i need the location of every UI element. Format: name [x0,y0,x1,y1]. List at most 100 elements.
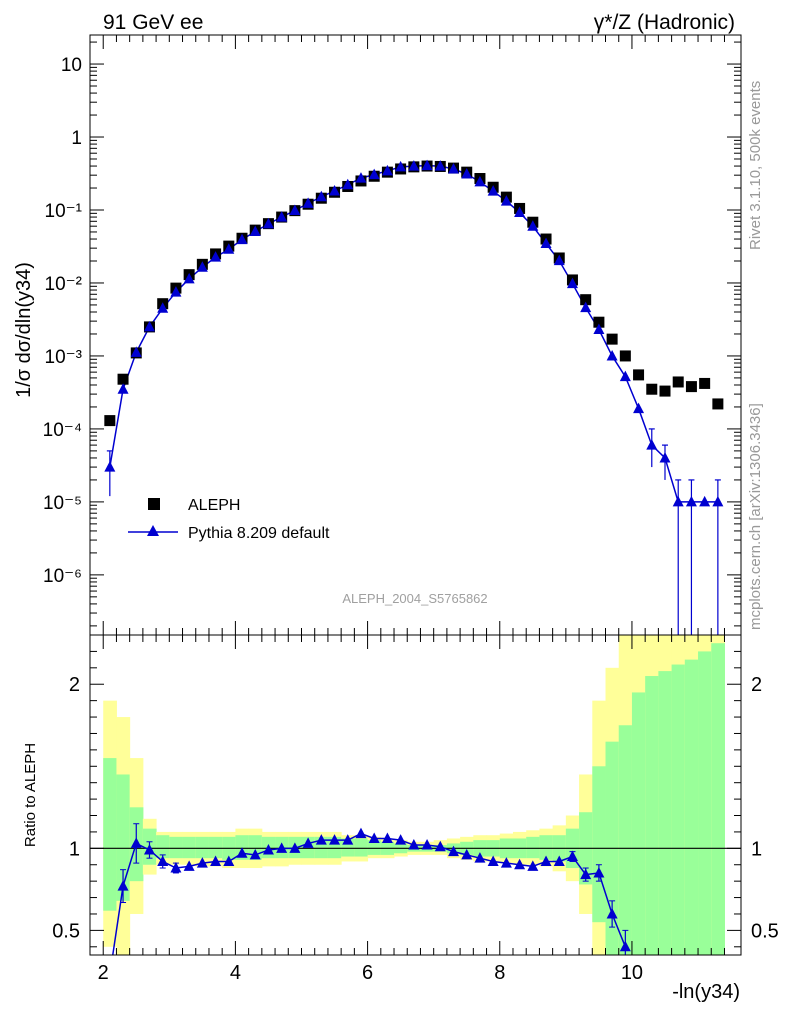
aleph-point [104,415,116,427]
pythia-point [434,160,446,171]
band-inner-bin [182,836,197,859]
ratio-point [553,855,565,866]
ratio-point [210,855,222,866]
ratio-xtick-label: 10 [621,962,643,984]
aleph-point [619,350,631,362]
ratio-point [262,843,274,855]
ratio-point [315,834,327,845]
pythia-point [580,301,592,313]
aleph-point [699,377,711,389]
ratio-xtick-label: 2 [98,962,109,984]
pythia-point [646,439,658,450]
ratio-point [408,839,420,850]
band-inner-bin [684,659,699,955]
ratio-point [368,832,380,843]
ratio-point [421,839,433,850]
pythia-point [355,172,367,183]
main-series [104,159,724,635]
main-ylabel: 1/σ dσ/dln(y34) [13,262,35,398]
ratio-point [130,837,142,848]
ratio-frame [89,634,742,956]
ratio-axis-ticks: 2 4 6 8 10 0.5 0.5 1 1 2 2 [52,635,779,984]
ratio-point [289,842,301,853]
ratio-point [434,840,446,852]
aleph-point [117,373,129,385]
ratio-point [461,848,473,860]
ratio-point [566,850,578,862]
rivet-label: Rivet 3.1.10, 500k events [747,81,764,250]
band-inner-bin [354,838,369,857]
band-inner-bin [526,836,540,859]
pythia-line [109,164,718,503]
ratio-xtick-label: 8 [494,962,505,984]
pythia-point [593,323,605,335]
ratio-point [514,858,526,870]
band-inner-bin [592,766,607,923]
pythia-point [448,163,460,174]
ratio-point [329,834,341,845]
ratio-point [143,843,155,855]
pythia-point [302,197,314,208]
pythia-point [329,184,341,196]
pythia-point [712,495,724,507]
analysis-id: ALEPH_2004_S5765862 [342,591,487,606]
main-ytick-label: 10⁻¹ [45,201,83,222]
header-left: 91 GeV ee [103,11,203,34]
band-inner-bin [103,758,117,911]
ratio-xtick-label: 6 [362,962,373,984]
pythia-point [315,190,327,202]
aleph-point [712,398,724,410]
pythia-point [672,495,684,507]
pythia-point [183,272,195,284]
band-inner-bin [711,643,725,955]
pythia-point [381,164,393,176]
legend-aleph-label: ALEPH [188,497,240,514]
ratio-ytick-label-right: 1 [751,838,762,860]
ratio-ytick-label: 0.5 [52,920,80,942]
pythia-point [540,237,552,249]
pythia-point [143,320,155,332]
ratio-ylabel: Ratio to ALEPH [22,743,39,847]
pythia-point [262,217,274,229]
aleph-point [646,383,658,395]
ratio-point [249,848,261,860]
pythia-point [249,225,261,237]
ratio-point [619,940,631,952]
pythia-point [289,204,301,215]
main-ytick-label: 10⁻⁵ [43,493,82,514]
pythia-point [566,277,578,289]
ratio-point [500,857,512,868]
ratio-point [580,868,592,880]
pythia-point [210,251,222,262]
aleph-point [685,381,697,393]
ratio-point [196,857,208,868]
main-ytick-label: 10⁻³ [45,347,83,368]
aleph-point [633,369,645,381]
ratio-point [342,834,354,845]
pythia-point [342,178,354,190]
band-inner-bin [169,836,184,859]
legend: ALEPH Pythia 8.209 default [128,497,330,542]
aleph-point [659,385,671,397]
pythia-point [553,254,565,266]
pythia-point [421,159,433,171]
pythia-point [395,160,407,172]
ratio-panel: 2 4 6 8 10 0.5 0.5 1 1 2 2 Ratio to ALEPH -ln(y34) [22,634,779,1003]
pythia-point [157,302,169,313]
pythia-point [196,261,208,272]
pythia-point [368,168,380,180]
ratio-point [474,852,486,863]
pythia-point [117,383,129,394]
ratio-ytick-label-right: 2 [751,674,762,696]
ratio-point [487,855,499,866]
band-inner-bin [631,692,646,955]
main-ytick-label: 10⁻² [45,274,83,295]
aleph-point [672,376,684,388]
aleph-point [606,333,618,345]
band-inner-bin [539,835,554,860]
pythia-point [223,243,235,254]
ratio-point [302,837,314,848]
ratio-point [183,860,195,871]
main-panel: 10 1 10⁻¹ 10⁻² 10⁻³ 10⁻⁴ 10⁻⁵ 10⁻⁶ ALEPH_2004_S… [13,34,742,636]
